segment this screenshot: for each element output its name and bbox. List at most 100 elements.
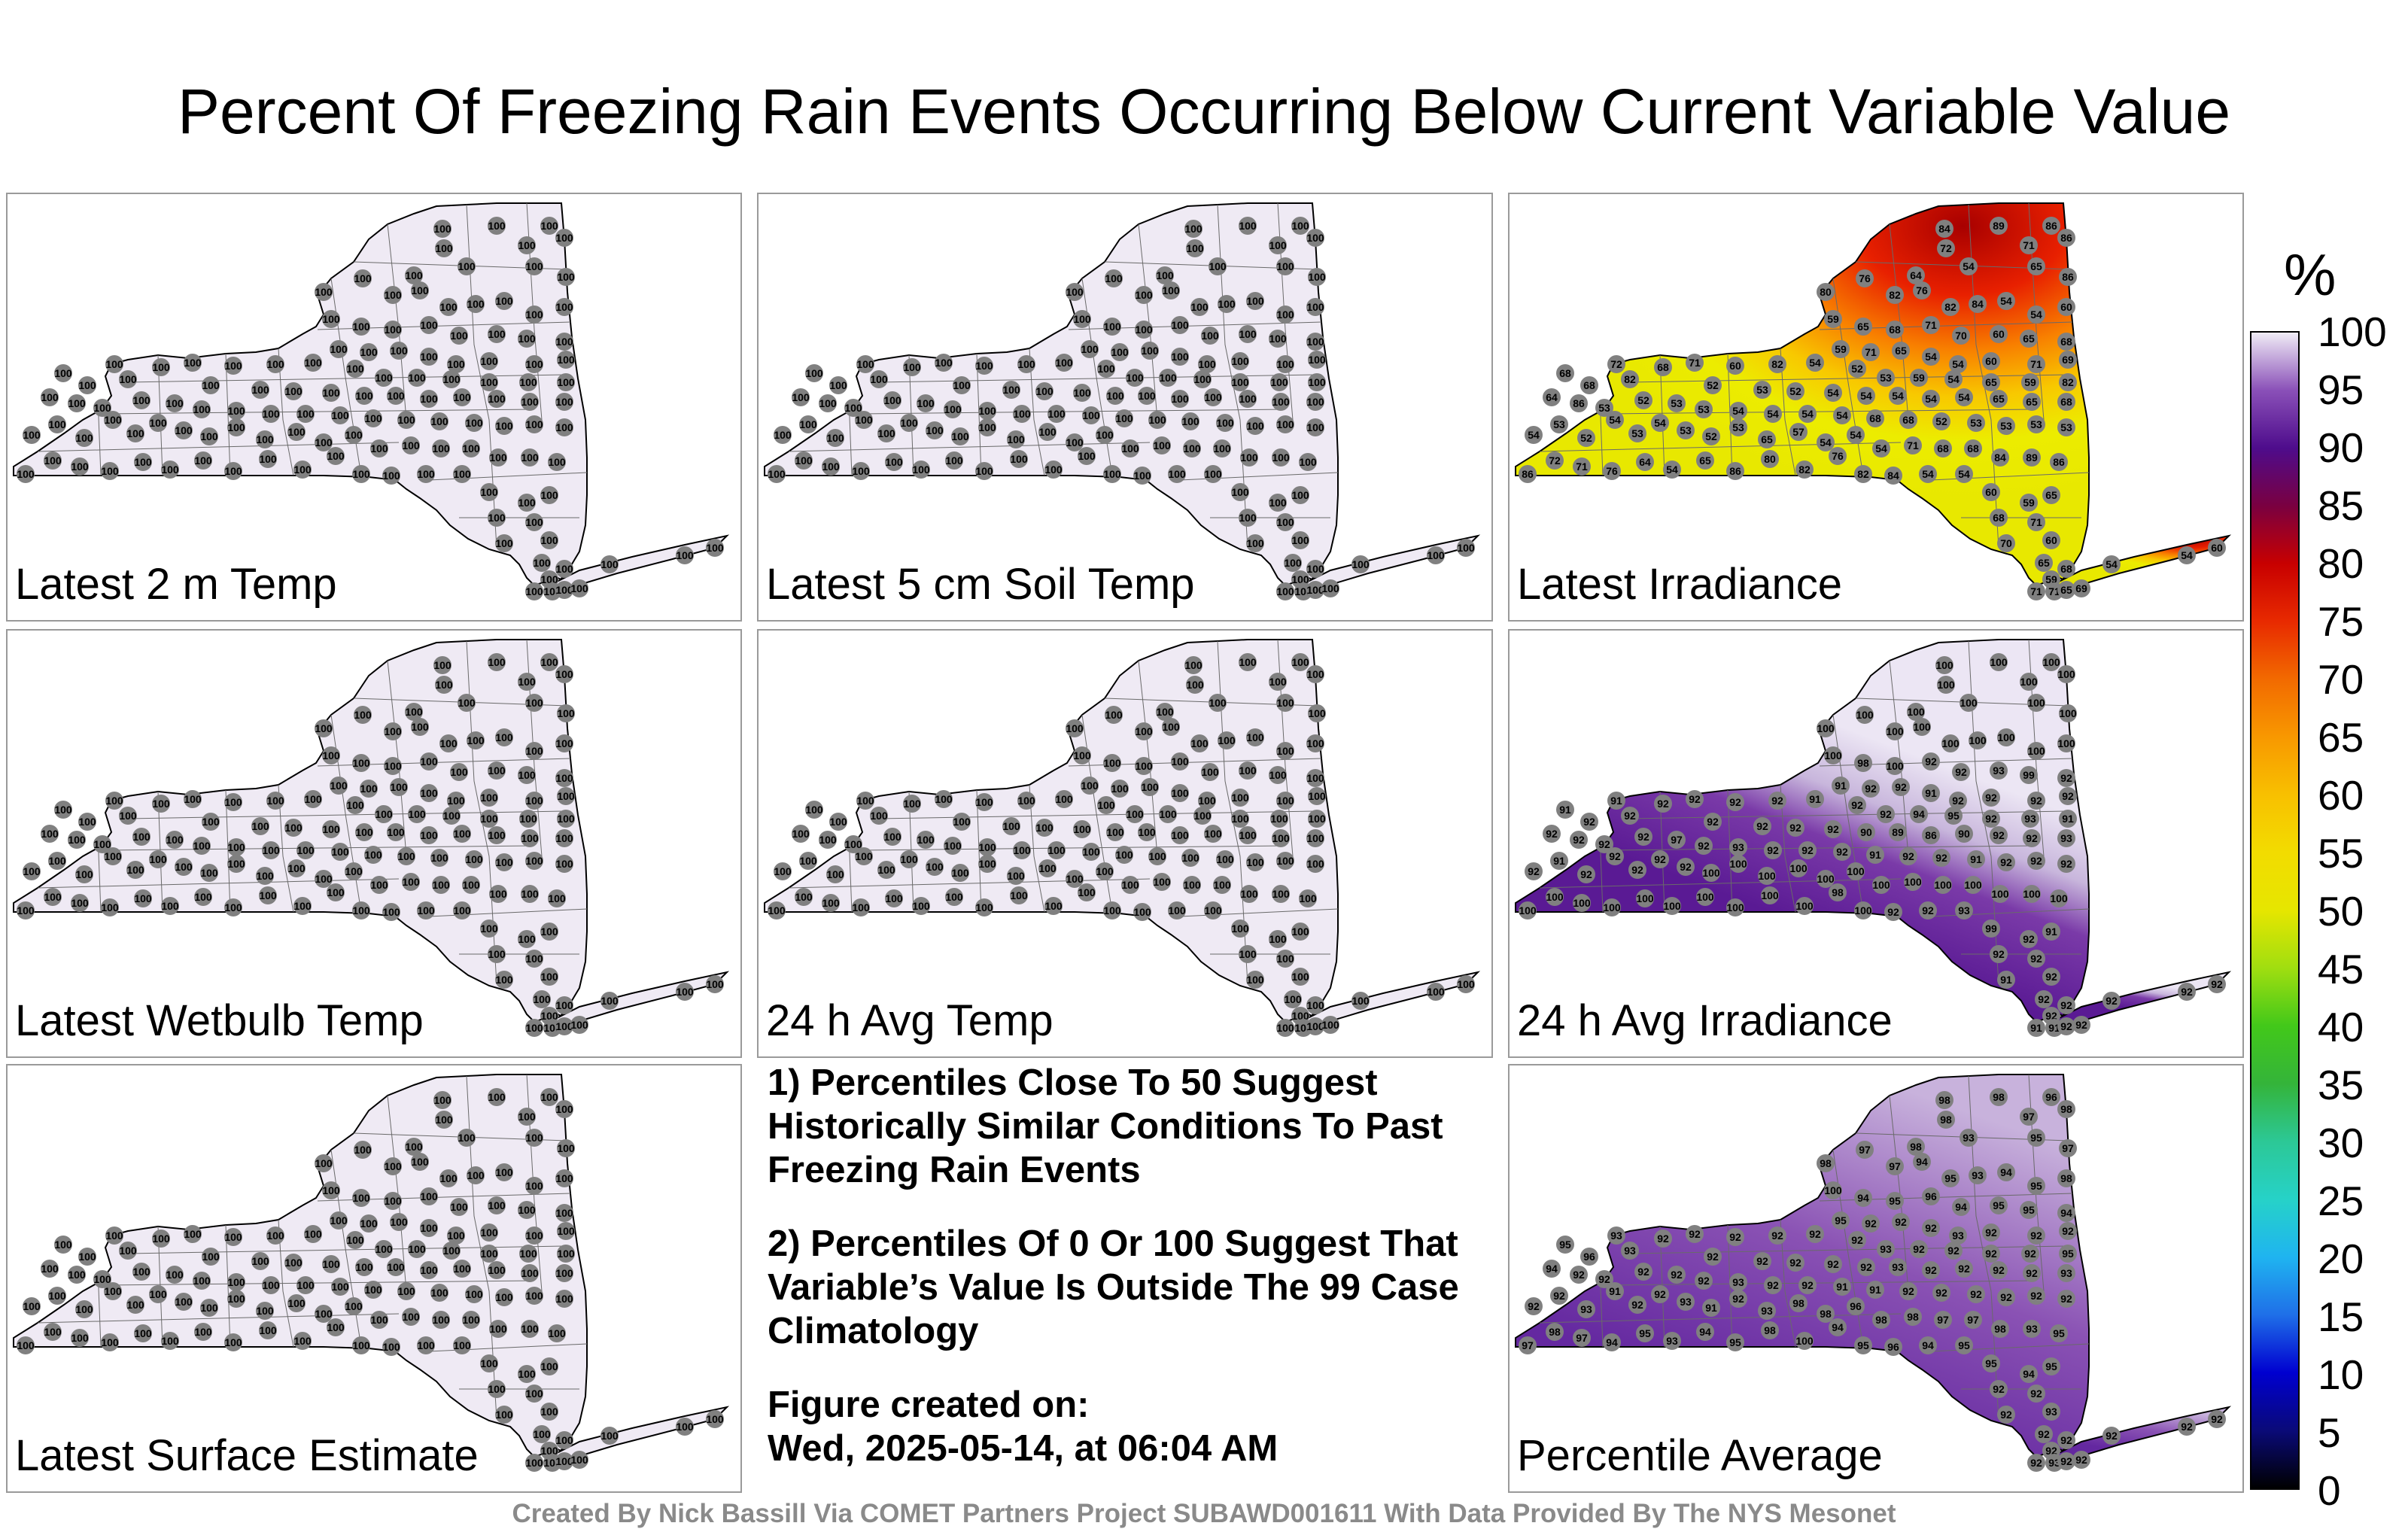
- station-value: 100: [480, 355, 498, 367]
- station-marker: 97: [1934, 1311, 1952, 1329]
- station-value: 100: [1817, 873, 1835, 885]
- station-marker: 68: [1990, 509, 2008, 527]
- station-marker: 100: [1013, 405, 1031, 423]
- station-marker: 100: [557, 351, 575, 369]
- station-marker: 97: [1519, 1336, 1537, 1354]
- station-marker: 100: [852, 898, 870, 916]
- station-value: 100: [23, 1300, 41, 1312]
- station-marker: 100: [1729, 855, 1747, 873]
- station-value: 98: [1764, 1324, 1776, 1336]
- station-value: 100: [883, 831, 901, 843]
- station-marker: 53: [2027, 415, 2045, 433]
- station-marker: 100: [417, 1336, 435, 1354]
- station-marker: 52: [1634, 391, 1652, 409]
- station-marker: 54: [1922, 348, 1940, 366]
- station-marker: 100: [1168, 465, 1186, 483]
- station-marker: 100: [555, 1431, 573, 1449]
- station-value: 98: [2060, 1172, 2072, 1184]
- station-value: 100: [435, 242, 453, 254]
- station-value: 100: [402, 1311, 420, 1323]
- station-marker: 92: [1704, 1248, 1722, 1266]
- station-value: 100: [1115, 849, 1133, 861]
- station-marker: 100: [2042, 653, 2060, 671]
- station-value: 100: [1204, 468, 1222, 480]
- station-value: 100: [2023, 888, 2041, 900]
- station-marker: 100: [1886, 722, 1904, 740]
- station-value: 100: [432, 1314, 450, 1326]
- station-value: 57: [1792, 426, 1804, 438]
- station-marker: 100: [1002, 381, 1020, 399]
- station-marker: 95: [1982, 1354, 2000, 1372]
- station-value: 98: [1907, 1311, 1919, 1323]
- station-value: 82: [2062, 376, 2074, 388]
- station-value: 72: [1610, 358, 1622, 370]
- station-marker: 100: [1935, 656, 1953, 674]
- station-marker: 100: [1306, 393, 1324, 411]
- station-marker: 93: [1663, 1332, 1681, 1350]
- station-value: 100: [17, 904, 35, 916]
- station-marker: 100: [2057, 734, 2075, 752]
- station-value: 100: [1306, 858, 1324, 870]
- station-value: 100: [488, 328, 506, 340]
- station-value: 92: [1993, 948, 2005, 960]
- station-value: 100: [322, 313, 340, 325]
- station-value: 92: [1865, 783, 1877, 795]
- station-value: 100: [1156, 269, 1174, 281]
- station-marker: 100: [495, 853, 513, 871]
- station-marker: 100: [450, 1198, 468, 1216]
- station-value: 53: [1598, 402, 1610, 414]
- station-value: 100: [256, 870, 274, 882]
- station-marker: 93: [2042, 1403, 2060, 1421]
- station-marker: 91: [1922, 784, 1940, 802]
- station-marker: 100: [1306, 1017, 1324, 1035]
- station-marker: 54: [1922, 390, 1940, 408]
- station-marker: 100: [432, 876, 450, 894]
- station-value: 100: [175, 861, 193, 873]
- station-value: 93: [2024, 813, 2036, 825]
- station-value: 100: [555, 858, 573, 870]
- station-marker: 100: [405, 266, 423, 284]
- station-value: 100: [1082, 409, 1100, 421]
- station-value: 97: [1889, 1160, 1901, 1172]
- station-value: 100: [296, 1279, 315, 1291]
- station-marker: 100: [533, 554, 551, 572]
- station-value: 100: [420, 319, 438, 331]
- station-value: 100: [518, 933, 536, 945]
- station-marker: 100: [488, 945, 506, 963]
- panel-label: Latest 2 m Temp: [15, 560, 337, 609]
- station-marker: 53: [1753, 381, 1771, 399]
- station-value: 100: [1171, 393, 1189, 405]
- station-value: 95: [1857, 1339, 1869, 1351]
- station-value: 82: [1889, 289, 1901, 301]
- station-value: 100: [555, 301, 573, 313]
- station-marker: 100: [1201, 327, 1219, 345]
- station-value: 68: [1889, 324, 1901, 336]
- station-value: 98: [1549, 1326, 1561, 1338]
- station-value: 100: [1306, 584, 1324, 596]
- station-marker: 92: [1997, 853, 2015, 871]
- station-marker: 95: [1990, 1196, 2008, 1214]
- station-marker: 98: [1829, 883, 1847, 901]
- station-value: 92: [1729, 796, 1741, 808]
- station-value: 100: [1272, 451, 1290, 464]
- station-value: 100: [1960, 697, 1978, 709]
- station-marker: 100: [1216, 414, 1234, 432]
- station-marker: 100: [518, 930, 536, 948]
- station-marker: 100: [488, 826, 506, 844]
- station-marker: 100: [935, 354, 953, 372]
- station-marker: 100: [555, 333, 573, 351]
- station-value: 100: [1276, 795, 1294, 807]
- station-value: 100: [1291, 656, 1309, 668]
- station-value: 82: [1624, 373, 1636, 385]
- station-marker: 100: [227, 1290, 245, 1308]
- credit-line: Created By Nick Bassill Via COMET Partne…: [512, 1499, 1896, 1528]
- station-marker: 100: [799, 852, 817, 870]
- station-marker: 92: [2021, 1245, 2039, 1263]
- station-marker: 100: [1246, 417, 1264, 435]
- station-marker: 94: [1854, 1189, 1872, 1207]
- station-marker: 100: [1038, 423, 1057, 441]
- station-marker: 100: [495, 971, 513, 989]
- station-marker: 100: [900, 850, 918, 868]
